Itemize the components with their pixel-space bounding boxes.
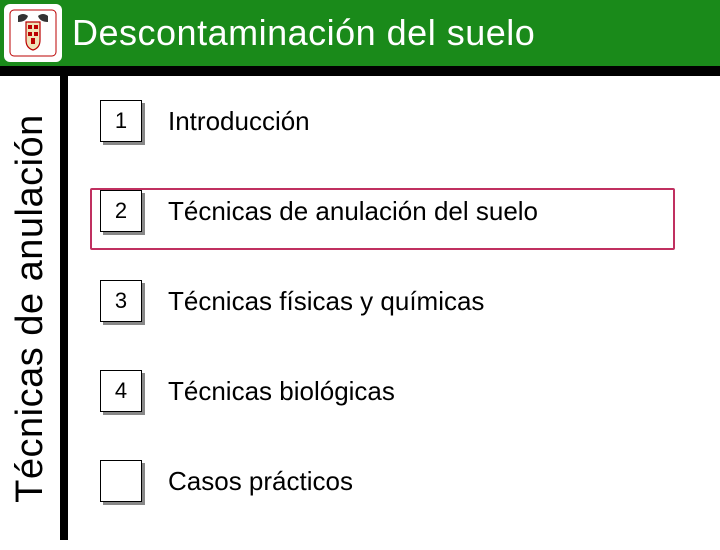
- item-label: Técnicas biológicas: [168, 376, 395, 407]
- crest-icon: [8, 8, 58, 58]
- item-number-box: 3: [100, 280, 142, 322]
- item-label: Casos prácticos: [168, 466, 353, 497]
- header: Descontaminación del suelo: [0, 0, 720, 66]
- page-title: Descontaminación del suelo: [72, 12, 535, 54]
- list-item: 2 Técnicas de anulación del suelo: [100, 190, 700, 232]
- list-item: 3 Técnicas físicas y químicas: [100, 280, 700, 322]
- item-number-box: [100, 460, 142, 502]
- list-item: 1 Introducción: [100, 100, 700, 142]
- list-item: 4 Técnicas biológicas: [100, 370, 700, 412]
- list-item: Casos prácticos: [100, 460, 700, 502]
- item-number-box: 1: [100, 100, 142, 142]
- institution-logo: [4, 4, 62, 62]
- item-number-box: 4: [100, 370, 142, 412]
- content-list: 1 Introducción 2 Técnicas de anulación d…: [100, 100, 700, 550]
- sidebar-label: Técnicas de anulación: [9, 114, 52, 503]
- sidebar: Técnicas de anulación: [0, 76, 60, 540]
- item-label: Introducción: [168, 106, 310, 137]
- vertical-divider: [60, 76, 68, 540]
- item-label: Técnicas físicas y químicas: [168, 286, 484, 317]
- item-number-box: 2: [100, 190, 142, 232]
- header-divider: [0, 66, 720, 76]
- item-label: Técnicas de anulación del suelo: [168, 196, 538, 227]
